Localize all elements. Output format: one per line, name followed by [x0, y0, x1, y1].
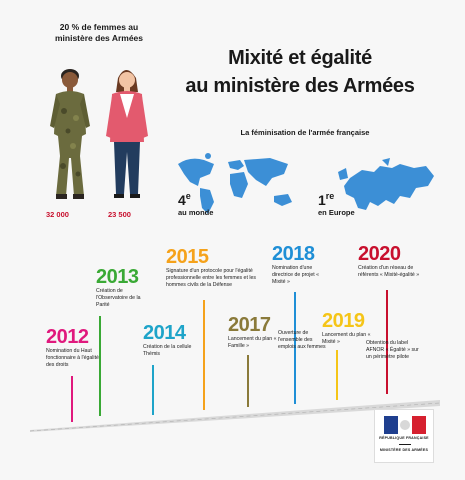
timeline-2018-opening: Ouverture de l'ensemble des emplois aux …: [278, 330, 326, 351]
timeline-road: [30, 400, 440, 432]
flag-icon: [384, 416, 426, 434]
logo-ministry-label: MINISTÈRE DES ARMÉES: [379, 448, 429, 452]
soldier-figure: [50, 69, 90, 199]
figures-illustration: [50, 69, 148, 199]
rank-world: 4e au monde: [178, 191, 214, 217]
ministry-logo: RÉPUBLIQUE FRANÇAISE MINISTÈRE DES ARMÉE…: [374, 409, 434, 463]
europe-map-icon: [338, 158, 434, 210]
stem-2017: [247, 355, 249, 407]
timeline-2015: 2015 Signature d'un protocole pour l'éga…: [166, 246, 256, 289]
timeline-2018: 2018 Nomination d'une directrice de proj…: [272, 243, 319, 286]
stem-2014: [152, 365, 154, 415]
timeline-2020-label: Obtention du label AFNOR « Égalité » sur…: [366, 340, 419, 361]
timeline-2013: 2013 Création de l'Observatoire de la Pa…: [96, 266, 141, 309]
logo-divider: [399, 444, 411, 445]
civilian-count: 23 500: [108, 210, 131, 219]
stem-2018: [294, 292, 296, 404]
timeline-2014: 2014 Création de la cellule Thémis: [143, 322, 192, 358]
timeline-2019: 2019 Lancement du plan « Mixité »: [322, 310, 371, 346]
military-count: 32 000: [46, 210, 69, 219]
rank-europe: 1re en Europe: [318, 191, 355, 217]
stem-2013: [99, 316, 101, 416]
stem-2019: [336, 350, 338, 400]
stem-2020: [386, 290, 388, 394]
timeline-2017: 2017 Lancement du plan « Famille »: [228, 314, 277, 350]
top-stat-label: 20 % de femmes au ministère des Armées: [54, 22, 144, 43]
page-title: Mixité et égalité au ministère des Armée…: [185, 47, 415, 97]
feminisation-title: La féminisation de l'armée française: [240, 128, 370, 137]
timeline-2012: 2012 Nomination du Haut fonctionnaire à …: [46, 326, 99, 369]
world-map-icon: [178, 153, 292, 214]
stem-2015: [203, 300, 205, 410]
civilian-figure: [106, 70, 148, 198]
timeline-2020: 2020 Création d'un réseau de référents «…: [358, 243, 420, 279]
logo-republic-label: RÉPUBLIQUE FRANÇAISE: [379, 436, 429, 440]
stem-2012: [71, 376, 73, 422]
